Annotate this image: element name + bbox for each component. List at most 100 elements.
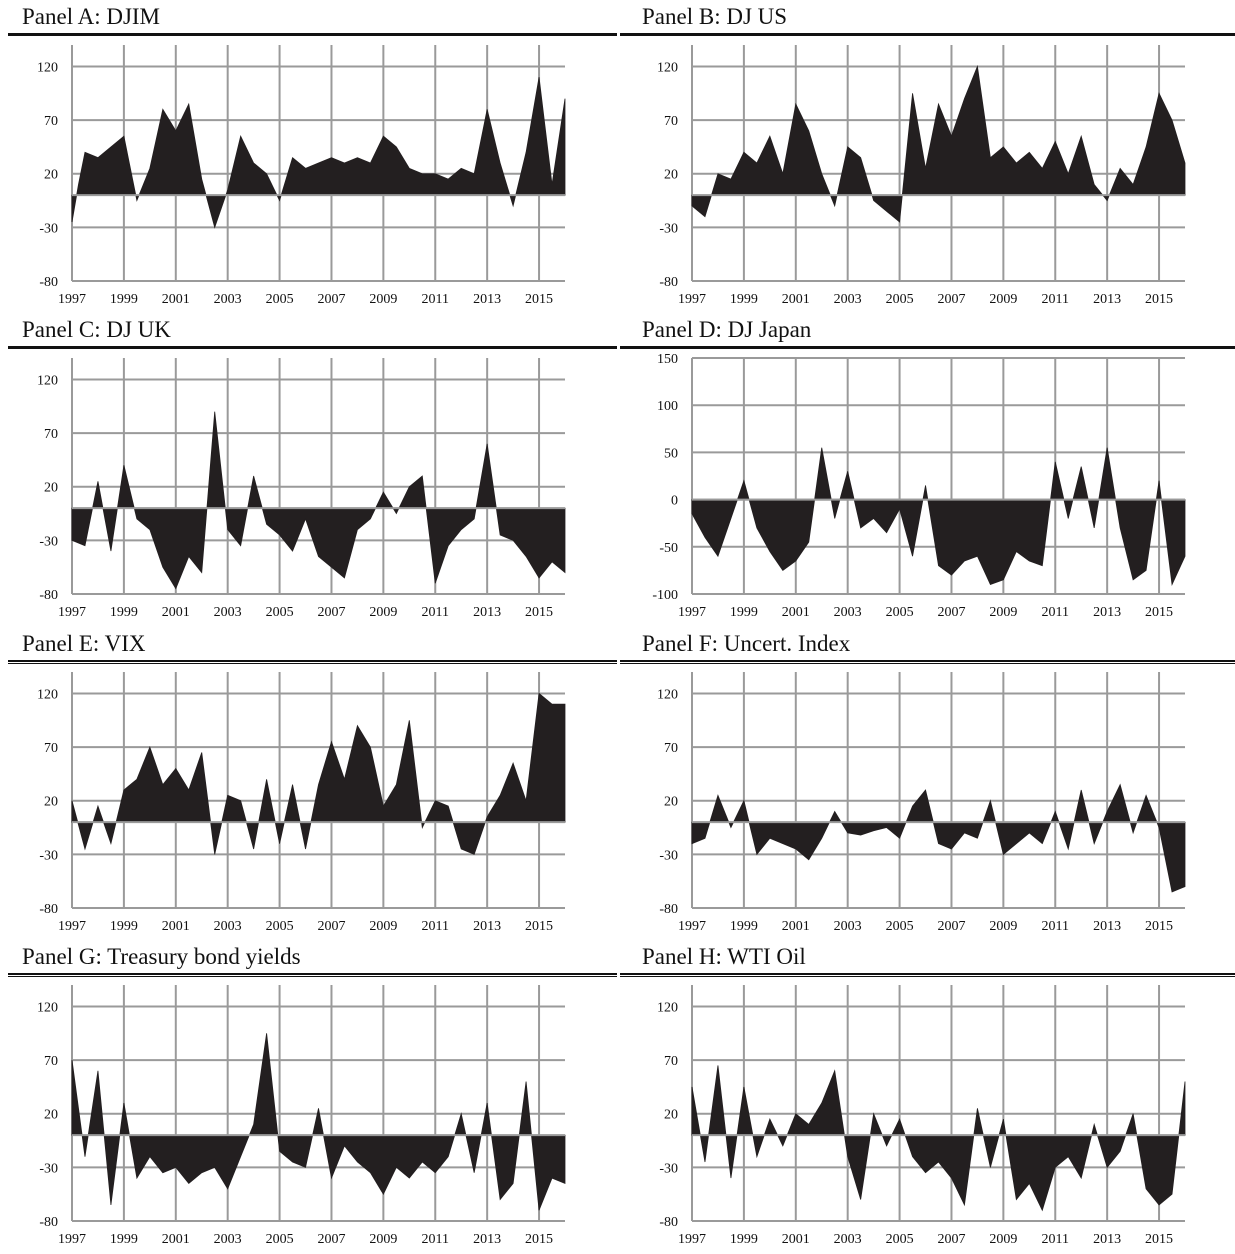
y-tick-label: -30	[39, 1161, 58, 1176]
x-tick-label: 2013	[1093, 292, 1121, 307]
y-tick-label: 20	[44, 481, 58, 496]
x-tick-label: 2009	[989, 1232, 1017, 1247]
x-tick-label: 2009	[369, 292, 397, 307]
x-tick-label: 2003	[834, 605, 862, 620]
x-tick-label: 2001	[162, 919, 190, 934]
x-tick-label: 2005	[266, 605, 294, 620]
x-tick-label: 2005	[266, 919, 294, 934]
x-tick-label: 2009	[369, 919, 397, 934]
x-tick-label: 1997	[678, 292, 706, 307]
panel-f: Panel F: Uncert. Index 120 70 20 -30 -80 1997 1…	[620, 627, 1235, 940]
x-tick-label: 2005	[266, 292, 294, 307]
panel-c: Panel C: DJ UK 120 70 20 -30 -80 1997 1999 2001 2…	[0, 313, 617, 626]
x-tick-label: 2011	[1042, 919, 1069, 934]
x-tick-label: 2005	[266, 1232, 294, 1247]
series-area	[72, 693, 565, 854]
x-tick-label: 2007	[937, 1232, 965, 1247]
y-tick-label: -80	[39, 275, 58, 290]
x-tick-label: 2011	[422, 919, 449, 934]
panel-a: Panel A: DJIM 120 70 20 -30 -80 1997 1999 2001 20…	[0, 0, 617, 313]
y-tick-label: 70	[664, 1054, 678, 1069]
x-tick-label: 1999	[730, 1232, 758, 1247]
x-tick-label: 2001	[782, 1232, 810, 1247]
y-tick-label: 70	[44, 741, 58, 756]
x-tick-label: 2001	[782, 292, 810, 307]
y-tick-label: -30	[39, 534, 58, 549]
series-area	[72, 77, 565, 227]
x-tick-label: 1999	[730, 919, 758, 934]
x-tick-label: 1997	[58, 1232, 86, 1247]
x-tick-label: 2003	[834, 919, 862, 934]
series-area	[692, 1065, 1185, 1210]
x-tick-label: 2011	[1042, 1232, 1069, 1247]
y-tick-label: -100	[652, 588, 678, 603]
y-tick-label: 150	[657, 352, 678, 367]
x-tick-label: 2015	[525, 1232, 553, 1247]
x-tick-label: 2015	[525, 605, 553, 620]
x-tick-label: 2007	[317, 605, 345, 620]
y-tick-label: 120	[37, 373, 58, 388]
x-tick-label: 1999	[110, 605, 138, 620]
area-chart: 120 70 20 -30 -801997 1999 2001 2003 2005 2007 200…	[0, 313, 617, 626]
y-tick-label: 70	[44, 1054, 58, 1069]
x-tick-label: 2003	[214, 919, 242, 934]
x-tick-label: 1997	[58, 292, 86, 307]
series-area	[72, 412, 565, 589]
y-tick-label: 20	[664, 1108, 678, 1123]
x-tick-label: 2013	[1093, 919, 1121, 934]
y-tick-label: -30	[659, 848, 678, 863]
x-tick-label: 2005	[886, 292, 914, 307]
x-tick-label: 2007	[317, 292, 345, 307]
x-tick-label: 1997	[678, 919, 706, 934]
x-tick-label: 1999	[110, 292, 138, 307]
y-tick-label: 20	[44, 1108, 58, 1123]
x-tick-label: 1997	[678, 605, 706, 620]
y-tick-label: 0	[671, 494, 678, 509]
panel-d: Panel D: DJ Japan 150 100 50 0 -50 -100 1997 199…	[620, 313, 1235, 626]
x-tick-label: 2009	[989, 605, 1017, 620]
x-tick-label: 2003	[214, 605, 242, 620]
x-tick-label: 2009	[369, 1232, 397, 1247]
x-tick-label: 2009	[989, 919, 1017, 934]
y-tick-label: 20	[44, 168, 58, 183]
x-tick-label: 2007	[937, 292, 965, 307]
x-tick-label: 2001	[782, 605, 810, 620]
series-area	[692, 66, 1185, 222]
x-tick-label: 1997	[58, 919, 86, 934]
y-tick-label: 20	[664, 168, 678, 183]
x-tick-label: 1999	[110, 1232, 138, 1247]
x-tick-label: 2005	[886, 605, 914, 620]
y-tick-label: 70	[664, 114, 678, 129]
x-tick-label: 2007	[317, 919, 345, 934]
y-tick-label: 120	[37, 60, 58, 75]
y-tick-label: 20	[664, 795, 678, 810]
x-tick-label: 1999	[730, 292, 758, 307]
x-tick-label: 2015	[1145, 1232, 1173, 1247]
x-tick-label: 2001	[162, 605, 190, 620]
x-tick-label: 2015	[1145, 919, 1173, 934]
x-tick-label: 2011	[422, 605, 449, 620]
y-tick-label: -80	[39, 1215, 58, 1230]
x-tick-label: 2001	[162, 292, 190, 307]
y-tick-label: 70	[44, 427, 58, 442]
x-tick-label: 2015	[525, 919, 553, 934]
y-tick-label: -30	[659, 221, 678, 236]
x-tick-label: 2011	[422, 292, 449, 307]
y-tick-label: -80	[39, 902, 58, 917]
x-tick-label: 2013	[473, 292, 501, 307]
x-tick-label: 2005	[886, 1232, 914, 1247]
x-tick-label: 2001	[782, 919, 810, 934]
y-tick-label: 100	[657, 399, 678, 414]
y-tick-label: -30	[39, 848, 58, 863]
x-tick-label: 2015	[1145, 605, 1173, 620]
y-tick-label: -80	[659, 1215, 678, 1230]
x-tick-label: 2007	[937, 605, 965, 620]
area-chart: 120 70 20 -30 -801997 1999 2001 2003 2005 2007 200…	[620, 940, 1235, 1253]
x-tick-label: 2003	[214, 1232, 242, 1247]
x-tick-label: 2013	[473, 605, 501, 620]
x-tick-label: 2009	[989, 292, 1017, 307]
